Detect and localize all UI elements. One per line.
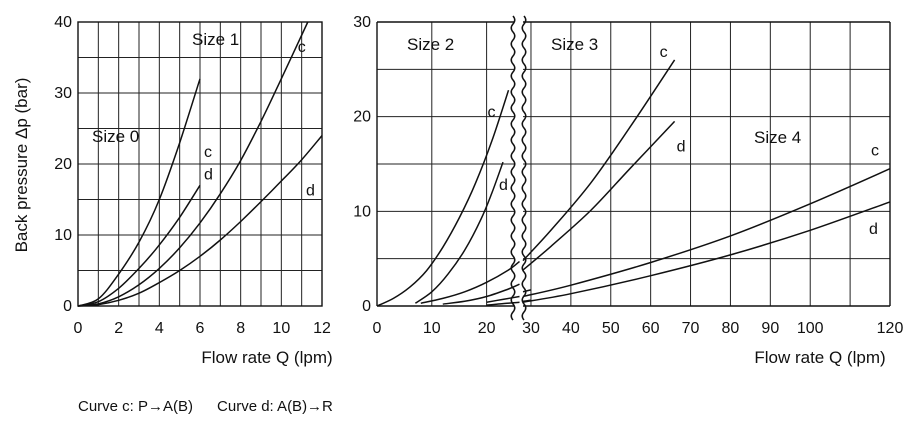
x-tick-label: 0 [373,320,382,337]
y-tick-label: 30 [54,85,72,102]
x-tick-label: 70 [682,320,700,337]
series-curve-size-3-c [420,260,520,304]
legend-curve-c: Curve c: P→A(B) [78,398,194,415]
series-curve-size-0-d [77,184,201,307]
series-curve-size-1-d [77,135,323,307]
curve-label-d: d [677,138,686,155]
x-tick-label: 90 [761,320,779,337]
y-tick-label: 20 [54,156,72,173]
curve-label-d: d [306,183,315,200]
size-label-0: Size 0 [92,127,139,146]
x-tick-label: 100 [797,320,824,337]
curve-label-d: d [204,166,213,183]
x-tick-label: 30 [522,320,540,337]
size-label-2: Size 2 [407,35,454,54]
curve-label-c: c [298,39,306,56]
curve-label-d: d [499,177,508,194]
x-tick-label: 50 [602,320,620,337]
curve-label-c: c [871,143,879,160]
series-curve-size-0-c [77,78,201,307]
axis-break-right [521,15,527,321]
y-tick-label: 10 [353,203,371,220]
axis-break-left [510,15,516,321]
x-tick-label: 10 [423,320,441,337]
y-tick-label: 20 [353,109,371,126]
series-curve-size-2-seg5 [522,299,532,303]
curve-label-d: d [869,221,878,238]
y-axis-title: Back pressure Δp (bar) [12,78,31,253]
series-curve-size-4-d [522,201,891,303]
curve-label-c: c [204,144,212,161]
legend-line: Curve c: P→A(B) Curve d: A(B)→R [78,398,333,415]
size-label-4: Size 4 [754,128,801,147]
series-curve-size-3-c [522,59,676,262]
x-tick-label: 0 [74,320,83,337]
grid-layer [77,15,891,321]
series-curve-size-2-seg4 [522,289,532,293]
legend-curve-d: Curve d: A(B)→R [217,398,333,415]
series-curve-size-3-d [522,120,676,271]
curves-layer [77,21,891,307]
x-axis-title: Flow rate Q (lpm) [201,348,332,367]
y-tick-label: 0 [362,298,371,315]
size-label-3: Size 3 [551,35,598,54]
x-tick-label: 6 [196,320,205,337]
series-curve-size-2-c [376,89,510,307]
y-tick-label: 0 [63,298,72,315]
x-tick-label: 20 [478,320,496,337]
size-label-1: Size 1 [192,30,239,49]
x-tick-label: 12 [313,320,331,337]
x-tick-label: 2 [114,320,123,337]
x-tick-label: 60 [642,320,660,337]
y-tick-label: 10 [54,227,72,244]
x-tick-label: 4 [155,320,164,337]
x-tick-label: 40 [562,320,580,337]
x-tick-label: 10 [272,320,290,337]
x-tick-label: 120 [877,320,904,337]
curve-label-c: c [660,44,668,61]
x-axis-title: Flow rate Q (lpm) [754,348,885,367]
y-tick-label: 30 [353,14,371,31]
curve-label-c: c [488,104,496,121]
series-curve-size-4-c [522,168,891,298]
series-curve-size-2-d [414,161,504,304]
x-tick-label: 80 [722,320,740,337]
x-tick-label: 8 [236,320,245,337]
panel-frame [77,21,323,307]
y-tick-label: 40 [54,14,72,31]
series-curve-size-3-d [442,283,520,305]
series-curve-size-1-c [77,21,309,307]
series-curve-size-4-seg5 [486,301,520,306]
series-curve-size-4-seg4 [486,295,520,303]
